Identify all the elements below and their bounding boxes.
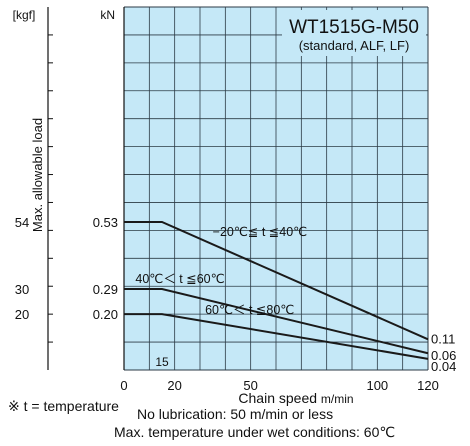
series-group	[124, 221, 429, 360]
series-temperature-label: 40℃＜ t ≦60℃	[135, 272, 224, 286]
chart-subtitle: (standard, ALF, LF)	[299, 38, 410, 53]
y-axis-label: Max. allowable load	[30, 118, 45, 232]
kgf-unit-text: kgf	[16, 8, 33, 22]
grid	[124, 7, 428, 370]
kgf-tick-label: 54	[15, 215, 29, 230]
series-end-label: 0.06	[431, 348, 456, 363]
kgf-tick-label: 20	[15, 307, 29, 322]
kn-unit-label: kN	[100, 8, 115, 22]
series-line	[124, 221, 429, 341]
plot-frame	[47, 6, 429, 371]
x-tick-label: 50	[243, 378, 257, 393]
x-axis-label-text: Chain speed	[238, 390, 317, 406]
series-start-label: 0.20	[93, 307, 118, 322]
series-start-label: 0.53	[93, 215, 118, 230]
kgf-unit-label: [kgf]	[13, 8, 36, 22]
x-tick-label: 20	[167, 378, 181, 393]
note-wet-conditions: Max. temperature under wet conditions: 6…	[114, 424, 396, 440]
series-end-label: 0.11	[431, 331, 455, 346]
x-tick-label: 100	[366, 378, 388, 393]
x-tick-label: 0	[120, 378, 127, 393]
series-temperature-label: −20℃≦ t ≦40℃	[213, 225, 308, 239]
note-lubrication: No lubrication: 50 m/min or less	[137, 406, 334, 422]
series-temperature-label: 60℃＜ t ≦80℃	[205, 303, 294, 317]
series-end-label: 0.04	[431, 359, 456, 374]
kgf-tick-label: 30	[15, 282, 29, 297]
series-line	[124, 288, 429, 355]
x-axis-unit: m/min	[321, 392, 354, 406]
series-start-label: 0.29	[93, 282, 118, 297]
note-temperature: ※ t = temperature	[8, 398, 119, 414]
series-line	[124, 313, 429, 360]
title-box	[282, 10, 426, 56]
chart-title: WT1515G-M50	[289, 17, 419, 38]
x-axis-label: Chain speed m/min	[238, 390, 353, 406]
labels-group: 54 30 20 0 20 50 100 120 15 0.53 0.11 −20℃≦ t ≦40℃ 0…	[15, 215, 457, 393]
x-extra-tick-label: 15	[155, 355, 169, 369]
x-tick-label: 120	[417, 378, 439, 393]
